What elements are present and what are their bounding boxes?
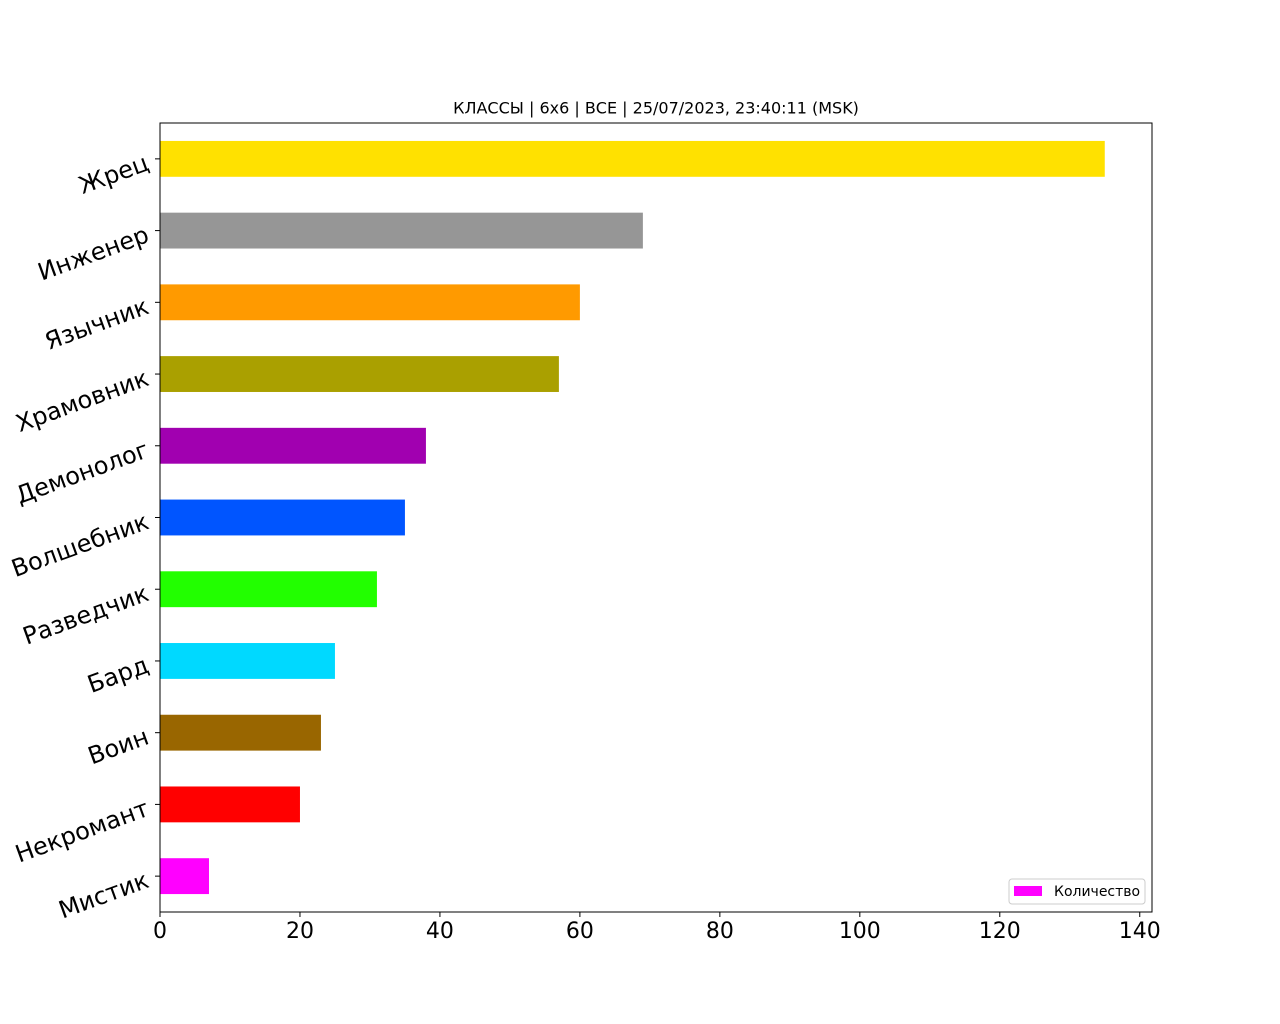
bar <box>160 714 321 751</box>
bar <box>160 140 1105 177</box>
y-tick-label: Волшебник <box>8 507 153 582</box>
y-tick-label: Мистик <box>55 866 153 924</box>
y-tick-label: Воин <box>84 723 152 771</box>
legend-swatch <box>1014 886 1042 896</box>
y-tick-label: Храмовник <box>12 364 152 438</box>
x-tick-label: 20 <box>286 919 314 944</box>
bar <box>160 212 643 249</box>
legend-box <box>1008 878 1146 905</box>
y-tick-label: Разведчик <box>19 579 152 650</box>
y-tick-label: Жрец <box>75 149 152 200</box>
legend-label: Количество <box>1054 884 1140 900</box>
x-tick-label: 40 <box>426 919 454 944</box>
x-tick-label: 60 <box>566 919 594 944</box>
bar <box>160 571 377 608</box>
bar <box>160 284 580 321</box>
x-tick-label: 80 <box>706 919 734 944</box>
bar <box>160 858 209 895</box>
y-tick-label: Инженер <box>34 220 152 286</box>
bar <box>160 643 335 679</box>
bar <box>160 427 426 464</box>
y-tick-label: Язычник <box>41 292 152 355</box>
plot-frame <box>159 122 1153 913</box>
y-tick-label: Демонолог <box>12 436 152 510</box>
x-tick-label: 100 <box>839 919 881 944</box>
bar <box>160 499 405 536</box>
x-tick-label: 0 <box>153 919 167 944</box>
y-tick-label: Бард <box>84 651 153 699</box>
x-tick-label: 140 <box>1119 919 1161 944</box>
chart-title: КЛАССЫ | 6x6 | ВСЕ | 25/07/2023, 23:40:1… <box>453 99 859 118</box>
bar <box>160 786 300 823</box>
bar <box>160 356 559 392</box>
x-tick-label: 120 <box>979 919 1021 944</box>
y-tick-label: Некромант <box>12 794 153 868</box>
